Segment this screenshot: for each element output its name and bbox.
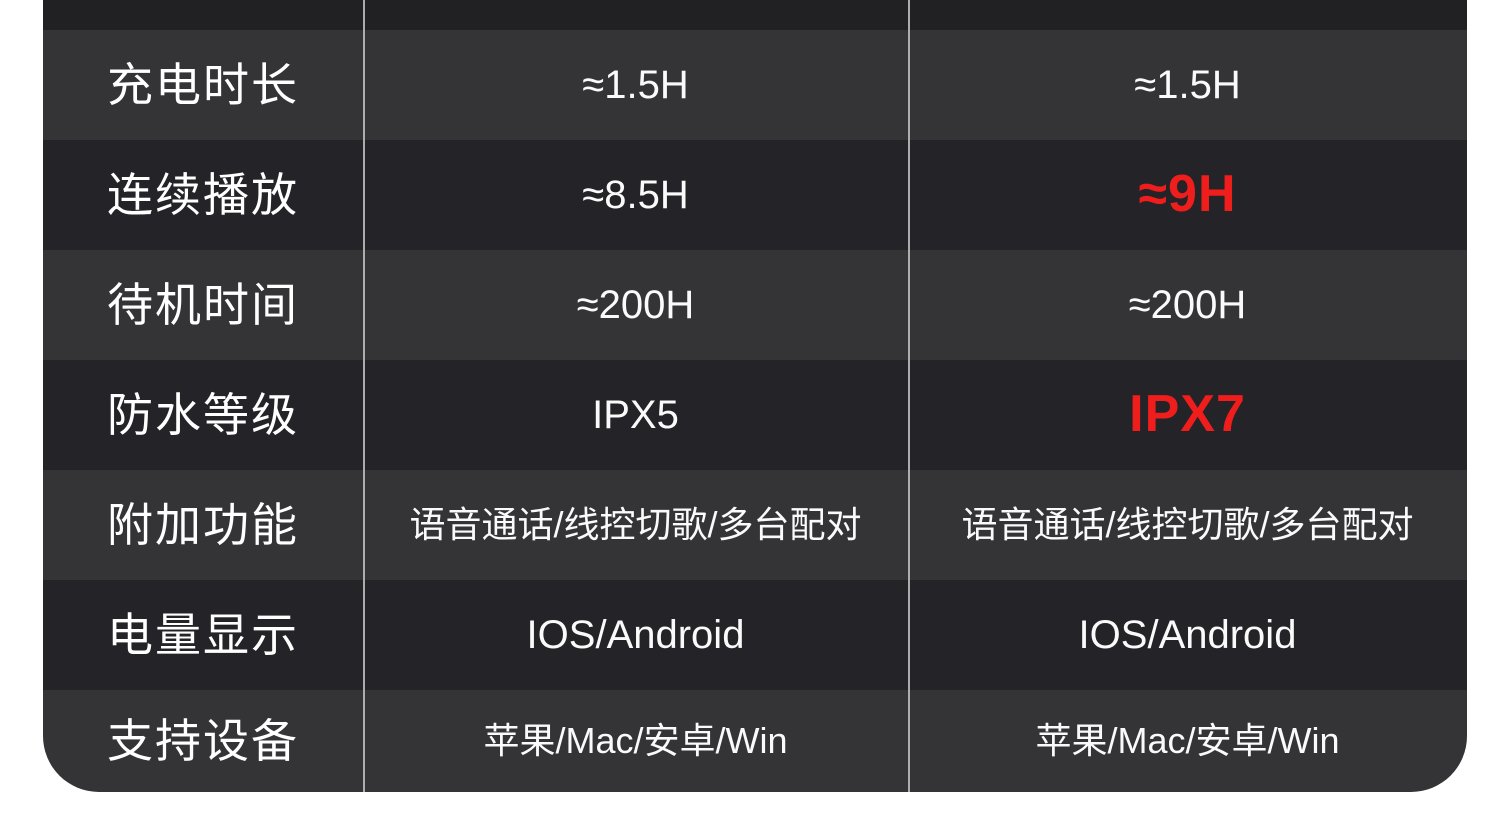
spec-label: 待机时间: [107, 278, 299, 331]
value-cell-right: ≈200H: [1128, 283, 1247, 327]
table-row-extra-features: 附加功能 语音通话/线控切歌/多台配对 语音通话/线控切歌/多台配对: [43, 470, 1467, 580]
spec-label: 防水等级: [107, 388, 299, 441]
value-cell-left: ≈1.5H: [582, 63, 689, 107]
table-row-charge-time: 充电时长 ≈1.5H ≈1.5H: [43, 30, 1467, 140]
spec-label: 连续播放: [107, 168, 299, 221]
value-cell-right: 语音通话/线控切歌/多台配对: [961, 504, 1414, 546]
value-cell-right-highlight: ≈9H: [1138, 165, 1237, 224]
value-cell-right: IOS/Android: [1078, 613, 1297, 657]
table-row-standby-time: 待机时间 ≈200H ≈200H: [43, 250, 1467, 360]
value-cell-left: IPX5: [592, 393, 679, 437]
value-cell-left: ≈200H: [576, 283, 695, 327]
table-row-supported-devices: 支持设备 苹果/Mac/安卓/Win 苹果/Mac/安卓/Win: [43, 690, 1467, 792]
value-cell-left: IOS/Android: [526, 613, 745, 657]
spec-comparison-table: 充电时长 ≈1.5H ≈1.5H 连续播放 ≈8.5H ≈9H 待机时间 ≈20…: [43, 0, 1467, 792]
spec-label: 附加功能: [107, 498, 299, 551]
value-cell-left: 苹果/Mac/安卓/Win: [483, 720, 788, 762]
value-cell-left: ≈8.5H: [582, 173, 689, 217]
spec-label: 支持设备: [107, 714, 299, 767]
table-row-waterproof-rating: 防水等级 IPX5 IPX7: [43, 360, 1467, 470]
column-divider-left: [363, 0, 365, 792]
table-row-battery-display: 电量显示 IOS/Android IOS/Android: [43, 580, 1467, 690]
value-cell-left: 语音通话/线控切歌/多台配对: [409, 504, 862, 546]
spec-label: 电量显示: [107, 608, 299, 661]
value-cell-right-highlight: IPX7: [1129, 385, 1246, 444]
value-cell-right: ≈1.5H: [1134, 63, 1241, 107]
column-divider-right: [908, 0, 910, 792]
table-row-partial-top: [43, 0, 1467, 30]
spec-label: 充电时长: [107, 58, 299, 111]
table-row-playback-time: 连续播放 ≈8.5H ≈9H: [43, 140, 1467, 250]
value-cell-right: 苹果/Mac/安卓/Win: [1035, 720, 1340, 762]
